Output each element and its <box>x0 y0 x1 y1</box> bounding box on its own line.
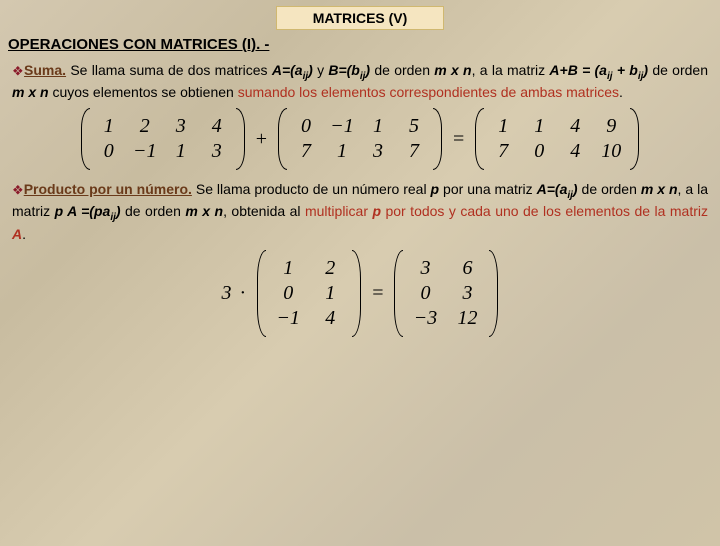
c: 4 <box>557 139 593 164</box>
t: sumando los elementos correspondientes d… <box>238 84 619 100</box>
t: m x n <box>434 62 471 78</box>
c: 1 <box>521 114 557 139</box>
c: 3 <box>404 256 446 281</box>
t: , obtenida al <box>223 203 305 219</box>
t: por una matriz <box>439 181 537 197</box>
t: , a la matriz <box>472 62 550 78</box>
c: 1 <box>309 281 351 306</box>
t: Se llama suma de dos matrices <box>66 62 272 78</box>
c: 0 <box>404 281 446 306</box>
equation-producto: 3· 12 01 −14 = 36 03 −312 <box>0 254 720 333</box>
t: de orden <box>121 203 186 219</box>
c: 4 <box>557 114 593 139</box>
t: p A =(pa <box>55 203 111 219</box>
t: Se llama producto de un número real <box>192 181 431 197</box>
c: 7 <box>288 139 324 164</box>
c: −1 <box>127 139 163 164</box>
t: m x n <box>185 203 223 219</box>
c: 3 <box>446 281 488 306</box>
c: −1 <box>324 114 360 139</box>
matrix-b: 0−115 7137 <box>278 112 442 166</box>
c: 3 <box>199 139 235 164</box>
matrix-result: 1149 70410 <box>475 112 639 166</box>
matrix-p2: 36 03 −312 <box>394 254 498 333</box>
c: 9 <box>593 114 629 139</box>
c: 1 <box>324 139 360 164</box>
t: + b <box>613 62 638 78</box>
producto-paragraph: ❖Producto por un número. Se llama produc… <box>0 180 720 243</box>
c: 2 <box>127 114 163 139</box>
c: 1 <box>360 114 396 139</box>
t: A=(a <box>272 62 303 78</box>
c: 6 <box>446 256 488 281</box>
t: por todos y cada uno de los elementos de… <box>381 203 708 219</box>
t: de orden <box>370 62 434 78</box>
c: 7 <box>396 139 432 164</box>
t: m x n <box>12 84 49 100</box>
c: 3 <box>360 139 396 164</box>
matrix-p1: 12 01 −14 <box>257 254 361 333</box>
c: 12 <box>446 306 488 331</box>
t: B=(b <box>328 62 360 78</box>
bullet-icon: ❖ <box>12 183 24 198</box>
c: 2 <box>309 256 351 281</box>
t: cuyos elementos se obtienen <box>49 84 238 100</box>
c: 1 <box>163 139 199 164</box>
c: 0 <box>91 139 127 164</box>
eq-op: = <box>366 282 389 305</box>
c: 5 <box>396 114 432 139</box>
c: 10 <box>593 139 629 164</box>
t: m x n <box>641 181 678 197</box>
c: −3 <box>404 306 446 331</box>
scalar: 3 <box>222 282 234 305</box>
t: y <box>313 62 329 78</box>
t: . <box>22 226 26 242</box>
t: multiplicar <box>305 203 372 219</box>
c: 4 <box>199 114 235 139</box>
matrix-a: 1234 0−113 <box>81 112 245 166</box>
c: 1 <box>485 114 521 139</box>
c: 1 <box>91 114 127 139</box>
plus-op: + <box>250 128 273 151</box>
t: A <box>12 226 22 242</box>
c: 0 <box>267 281 309 306</box>
t: p <box>431 181 440 197</box>
dot-op: · <box>234 282 253 305</box>
equation-suma: 1234 0−113 + 0−115 7137 = 1149 70410 <box>0 112 720 166</box>
t: de orden <box>648 62 708 78</box>
t: A+B = (a <box>549 62 607 78</box>
bullet-icon: ❖ <box>12 64 24 79</box>
section-header: OPERACIONES CON MATRICES (I). - <box>8 36 720 53</box>
page-title: MATRICES (V) <box>276 6 444 30</box>
t: de orden <box>578 181 641 197</box>
t: . <box>619 84 623 100</box>
t: A=(a <box>537 181 568 197</box>
suma-paragraph: ❖Suma. Se llama suma de dos matrices A=(… <box>0 61 720 102</box>
t: p <box>372 203 381 219</box>
c: 0 <box>288 114 324 139</box>
producto-term: Producto por un número. <box>24 181 192 197</box>
suma-term: Suma. <box>24 62 66 78</box>
c: 4 <box>309 306 351 331</box>
c: 1 <box>267 256 309 281</box>
c: 0 <box>521 139 557 164</box>
c: 3 <box>163 114 199 139</box>
eq-op: = <box>447 128 470 151</box>
c: −1 <box>267 306 309 331</box>
c: 7 <box>485 139 521 164</box>
